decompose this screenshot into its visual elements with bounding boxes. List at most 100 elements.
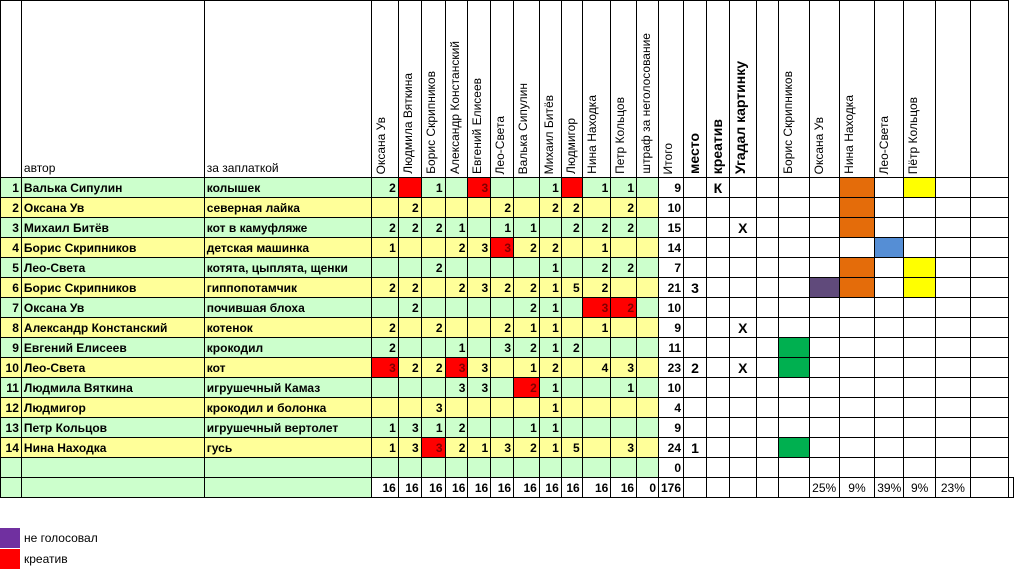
guessed-cell[interactable] xyxy=(728,177,757,198)
guess-mark-cell[interactable] xyxy=(903,217,936,238)
vote-total[interactable]: 0 xyxy=(636,477,659,498)
vote-cell[interactable]: 1 xyxy=(538,177,562,198)
guess-mark-cell[interactable] xyxy=(903,177,936,198)
guess-percent[interactable]: 23% xyxy=(934,477,971,498)
vote-cell[interactable] xyxy=(397,237,422,258)
guess-mark-cell[interactable] xyxy=(903,297,936,318)
vote-cell[interactable]: 2 xyxy=(371,337,399,358)
vote-cell[interactable]: 2 xyxy=(513,297,540,318)
vote-cell[interactable]: 1 xyxy=(513,357,540,378)
guess-mark-cell[interactable] xyxy=(874,297,905,318)
vote-cell[interactable] xyxy=(560,417,583,438)
empty-cell[interactable] xyxy=(969,297,1010,318)
guess-mark-cell[interactable] xyxy=(808,257,840,278)
vote-cell[interactable] xyxy=(444,457,469,478)
guessed-cell[interactable]: X xyxy=(728,357,757,378)
guess-mark-cell[interactable] xyxy=(778,417,810,438)
guess-mark-cell[interactable] xyxy=(808,417,840,438)
header-guesser[interactable]: Нина Находка xyxy=(838,0,876,178)
empty-cell[interactable] xyxy=(969,357,1010,378)
empty-cell[interactable] xyxy=(969,237,1010,258)
author-cell[interactable]: Нина Находка xyxy=(20,437,205,458)
empty-cell[interactable] xyxy=(969,477,1010,498)
empty-cell[interactable] xyxy=(755,457,780,478)
vote-cell[interactable] xyxy=(560,257,583,278)
header-guesser[interactable]: Пётр Кольцов xyxy=(903,0,936,178)
row-number[interactable]: 11 xyxy=(0,377,22,398)
vote-cell[interactable]: 1 xyxy=(420,417,446,438)
empty-cell[interactable] xyxy=(934,237,971,258)
guess-mark-cell[interactable] xyxy=(778,337,810,358)
guess-mark-cell[interactable] xyxy=(903,377,936,398)
vote-cell[interactable] xyxy=(371,197,399,218)
row-number[interactable]: 14 xyxy=(0,437,22,458)
vote-cell[interactable] xyxy=(636,357,659,378)
place-cell[interactable]: 3 xyxy=(683,277,707,298)
vote-cell[interactable] xyxy=(636,177,659,198)
guess-mark-cell[interactable] xyxy=(838,197,876,218)
vote-cell[interactable]: 2 xyxy=(610,217,638,238)
vote-cell[interactable] xyxy=(560,357,583,378)
guess-mark-cell[interactable] xyxy=(778,397,810,418)
item-cell[interactable]: гусь xyxy=(203,437,373,458)
vote-cell[interactable] xyxy=(420,197,446,218)
vote-cell[interactable]: 1 xyxy=(538,297,562,318)
total-cell[interactable]: 10 xyxy=(657,297,685,318)
guess-mark-cell[interactable] xyxy=(778,217,810,238)
vote-cell[interactable]: 3 xyxy=(490,437,515,458)
guessed-cell[interactable] xyxy=(728,297,757,318)
author-cell[interactable]: Валька Сипулин xyxy=(20,177,205,198)
vote-cell[interactable]: 2 xyxy=(581,217,612,238)
vote-total[interactable]: 16 xyxy=(444,477,469,498)
place-cell[interactable] xyxy=(683,317,707,338)
vote-cell[interactable]: 1 xyxy=(538,277,562,298)
vote-cell[interactable] xyxy=(397,377,422,398)
place-cell[interactable] xyxy=(683,297,707,318)
guess-mark-cell[interactable] xyxy=(808,317,840,338)
guess-mark-cell[interactable] xyxy=(903,397,936,418)
empty-cell[interactable] xyxy=(934,277,971,298)
vote-cell[interactable]: 2 xyxy=(420,317,446,338)
empty-cell[interactable] xyxy=(969,397,1010,418)
guess-mark-cell[interactable] xyxy=(808,237,840,258)
guess-mark-cell[interactable] xyxy=(903,437,936,458)
vote-cell[interactable]: 2 xyxy=(560,197,583,218)
vote-total[interactable]: 16 xyxy=(560,477,583,498)
guess-mark-cell[interactable] xyxy=(838,377,876,398)
vote-cell[interactable] xyxy=(444,397,469,418)
vote-total[interactable]: 16 xyxy=(513,477,540,498)
vote-cell[interactable] xyxy=(636,277,659,298)
guessed-cell[interactable] xyxy=(728,337,757,358)
header-guessed[interactable]: Угадал картинку xyxy=(728,0,757,178)
guess-percent[interactable]: 25% xyxy=(808,477,840,498)
vote-total[interactable]: 16 xyxy=(581,477,612,498)
guess-mark-cell[interactable] xyxy=(874,337,905,358)
vote-cell[interactable]: 3 xyxy=(467,277,492,298)
item-cell[interactable]: крокодил xyxy=(203,337,373,358)
vote-cell[interactable] xyxy=(467,257,492,278)
guessed-cell[interactable]: X xyxy=(728,217,757,238)
vote-cell[interactable]: 2 xyxy=(420,357,446,378)
place-cell[interactable] xyxy=(683,337,707,358)
row-number[interactable]: 13 xyxy=(0,417,22,438)
creative-cell[interactable] xyxy=(705,337,730,358)
guessed-cell[interactable] xyxy=(728,397,757,418)
guess-mark-cell[interactable] xyxy=(808,437,840,458)
vote-cell[interactable]: 2 xyxy=(371,177,399,198)
guessed-cell[interactable] xyxy=(728,197,757,218)
vote-cell[interactable] xyxy=(420,277,446,298)
vote-cell[interactable] xyxy=(371,257,399,278)
row-number[interactable]: 5 xyxy=(0,257,22,278)
vote-cell[interactable] xyxy=(636,417,659,438)
place-cell[interactable] xyxy=(683,377,707,398)
guess-mark-cell[interactable] xyxy=(874,457,905,478)
header-voter[interactable]: Валька Сипулин xyxy=(513,0,540,178)
empty-cell[interactable] xyxy=(934,457,971,478)
guess-mark-cell[interactable] xyxy=(778,257,810,278)
vote-cell[interactable] xyxy=(610,397,638,418)
empty-cell[interactable] xyxy=(969,317,1010,338)
vote-cell[interactable] xyxy=(581,437,612,458)
total-cell[interactable]: 11 xyxy=(657,337,685,358)
vote-cell[interactable] xyxy=(581,197,612,218)
vote-cell[interactable]: 2 xyxy=(444,237,469,258)
